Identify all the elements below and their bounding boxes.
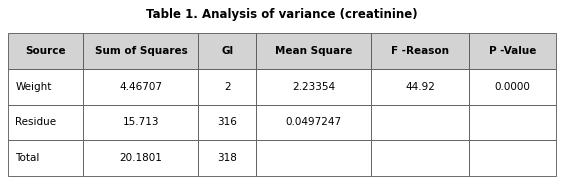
Bar <box>199 140 256 176</box>
Text: 0.0000: 0.0000 <box>495 82 530 92</box>
Bar <box>256 105 371 140</box>
Text: 15.713: 15.713 <box>122 117 159 127</box>
Bar <box>199 33 256 69</box>
Text: 318: 318 <box>217 153 237 163</box>
Text: Source: Source <box>25 46 66 56</box>
Bar <box>83 33 199 69</box>
Bar <box>83 69 199 105</box>
Bar <box>83 140 199 176</box>
Bar <box>8 140 83 176</box>
Text: 2: 2 <box>224 82 231 92</box>
Bar <box>371 69 469 105</box>
Text: 0.0497247: 0.0497247 <box>285 117 342 127</box>
Text: Weight: Weight <box>15 82 51 92</box>
Bar <box>469 33 556 69</box>
Bar <box>256 33 371 69</box>
Text: Table 1. Analysis of variance (creatinine): Table 1. Analysis of variance (creatinin… <box>146 8 418 21</box>
Text: Total: Total <box>15 153 39 163</box>
Bar <box>469 69 556 105</box>
Bar <box>8 69 83 105</box>
Text: Mean Square: Mean Square <box>275 46 352 56</box>
Bar <box>256 140 371 176</box>
Bar <box>8 105 83 140</box>
Text: Gl: Gl <box>221 46 233 56</box>
Bar <box>469 105 556 140</box>
Bar <box>371 33 469 69</box>
Text: 2.23354: 2.23354 <box>292 82 335 92</box>
Bar <box>256 69 371 105</box>
Text: 20.1801: 20.1801 <box>120 153 162 163</box>
Text: 44.92: 44.92 <box>406 82 435 92</box>
Bar <box>371 105 469 140</box>
Text: 4.46707: 4.46707 <box>120 82 162 92</box>
Bar <box>469 140 556 176</box>
Text: Residue: Residue <box>15 117 56 127</box>
Text: Sum of Squares: Sum of Squares <box>95 46 187 56</box>
Bar <box>8 33 83 69</box>
Bar <box>199 105 256 140</box>
Bar <box>371 140 469 176</box>
Bar <box>83 105 199 140</box>
Text: F -Reason: F -Reason <box>391 46 449 56</box>
Bar <box>199 69 256 105</box>
Text: P -Value: P -Value <box>488 46 536 56</box>
Text: 316: 316 <box>217 117 237 127</box>
